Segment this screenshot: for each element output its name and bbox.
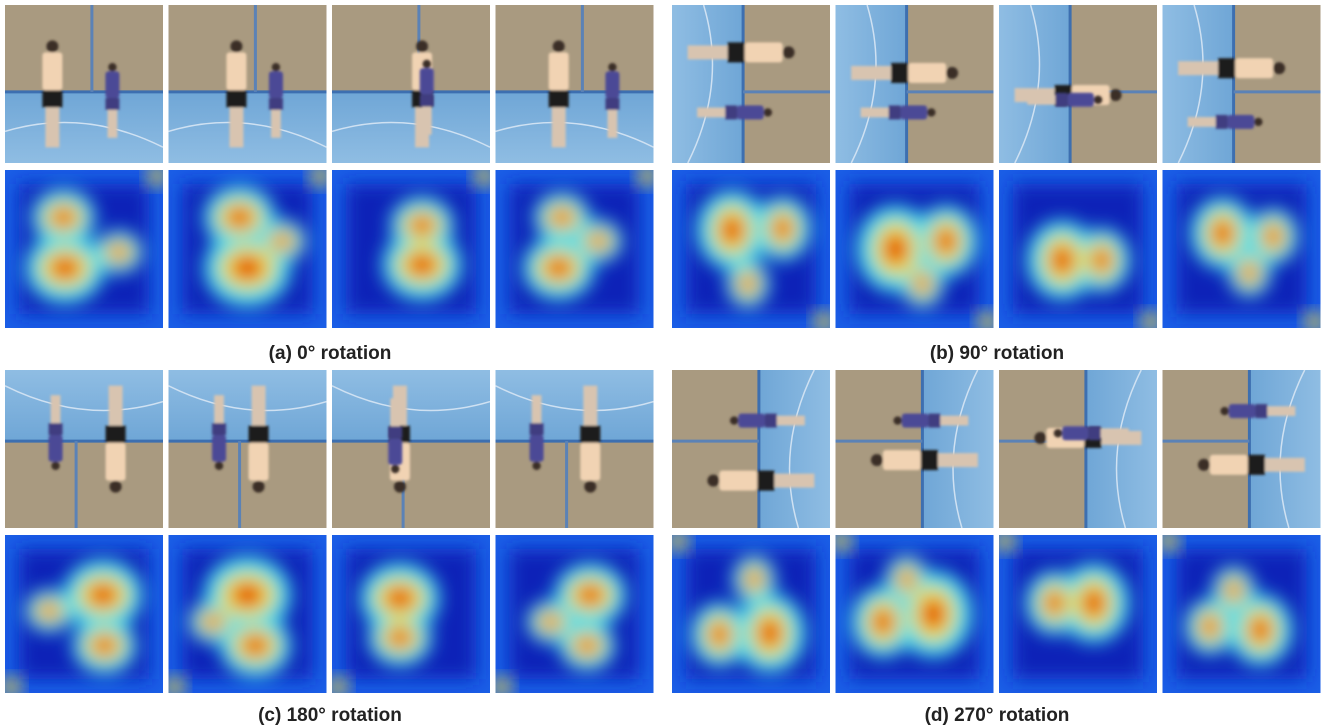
video-frame — [836, 370, 994, 528]
caption: (a) 0° rotation — [269, 343, 392, 364]
attention-heatmap — [2, 535, 163, 696]
attention-heatmap — [496, 167, 657, 328]
video-frame — [1163, 370, 1321, 528]
attention-heatmap — [1163, 170, 1324, 331]
attention-heatmap — [996, 532, 1157, 693]
caption: (b) 90° rotation — [930, 343, 1064, 364]
attention-heatmap — [999, 170, 1160, 331]
video-frame — [332, 5, 490, 163]
video-frame — [5, 370, 163, 528]
video-frame — [5, 5, 163, 163]
page: (a) 0° rotation (b) 90° rotation (c) 180… — [0, 0, 1327, 727]
attention-heatmap — [669, 532, 830, 693]
attention-heatmap — [836, 170, 997, 331]
attention-heatmap — [329, 535, 490, 696]
video-frame — [332, 370, 490, 528]
attention-heatmap — [5, 167, 166, 328]
caption: (d) 270° rotation — [925, 705, 1070, 726]
attention-heatmap — [332, 167, 493, 328]
video-frame — [169, 370, 327, 528]
caption: (c) 180° rotation — [258, 705, 402, 726]
video-frame — [999, 370, 1157, 528]
video-frame — [672, 370, 830, 528]
attention-heatmap — [833, 532, 994, 693]
video-frame — [496, 370, 654, 528]
video-frame — [672, 5, 830, 163]
video-frame — [169, 5, 327, 163]
attention-heatmap — [493, 535, 654, 696]
video-frame — [999, 5, 1157, 163]
attention-heatmap — [169, 167, 330, 328]
attention-heatmap — [166, 535, 327, 696]
attention-heatmap — [1160, 532, 1321, 693]
attention-heatmap — [672, 170, 833, 331]
video-frame — [1163, 5, 1321, 163]
video-frame — [496, 5, 654, 163]
figure: (a) 0° rotation (b) 90° rotation (c) 180… — [0, 0, 1327, 727]
video-frame — [836, 5, 994, 163]
